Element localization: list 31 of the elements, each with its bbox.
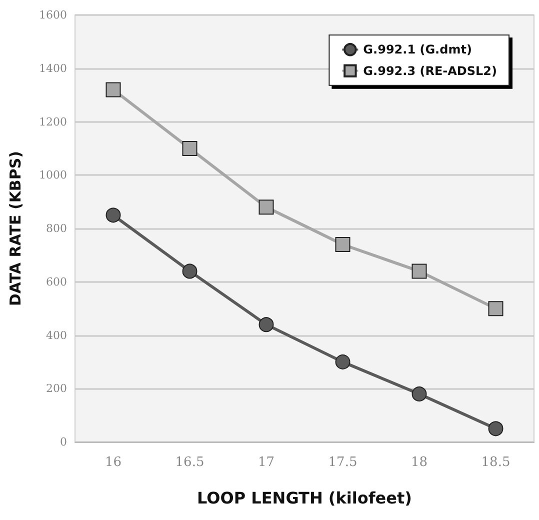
point xyxy=(412,264,427,279)
point xyxy=(335,354,350,370)
y-axis-title: DATA RATE (KBPS) xyxy=(6,150,24,306)
legend-label: G.992.1 (G.dmt) xyxy=(363,42,472,57)
x-tick-label: 16.5 xyxy=(175,455,204,470)
point xyxy=(335,237,350,252)
y-tick-label: 400 xyxy=(46,328,67,342)
y-tick-label: 800 xyxy=(46,222,67,235)
y-tick-label: 0 xyxy=(60,436,67,448)
y-tick-label: 1200 xyxy=(39,115,67,128)
x-tick-label: 17.5 xyxy=(328,455,358,470)
point xyxy=(106,82,121,98)
point xyxy=(258,200,274,215)
point xyxy=(106,208,121,223)
point xyxy=(488,421,504,436)
y-tick-label: 1400 xyxy=(39,62,67,75)
legend-label: G.992.3 (RE-ADSL2) xyxy=(363,64,498,78)
x-tick-label: 17 xyxy=(258,455,275,470)
point xyxy=(182,140,198,156)
x-tick-label: 18 xyxy=(410,455,428,470)
point xyxy=(182,264,198,279)
y-tick-label: 200 xyxy=(46,382,67,396)
y-tick-label: 1600 xyxy=(39,8,67,22)
y-tick-label: 1000 xyxy=(39,168,67,182)
point xyxy=(258,317,274,332)
point xyxy=(412,386,427,402)
x-axis-title: LOOP LENGTH (kilofeet) xyxy=(197,488,412,508)
x-tick-label: 18.5 xyxy=(481,455,510,470)
y-tick-label: 600 xyxy=(46,275,67,288)
x-tick-label: 16 xyxy=(104,455,122,470)
point xyxy=(488,301,504,316)
